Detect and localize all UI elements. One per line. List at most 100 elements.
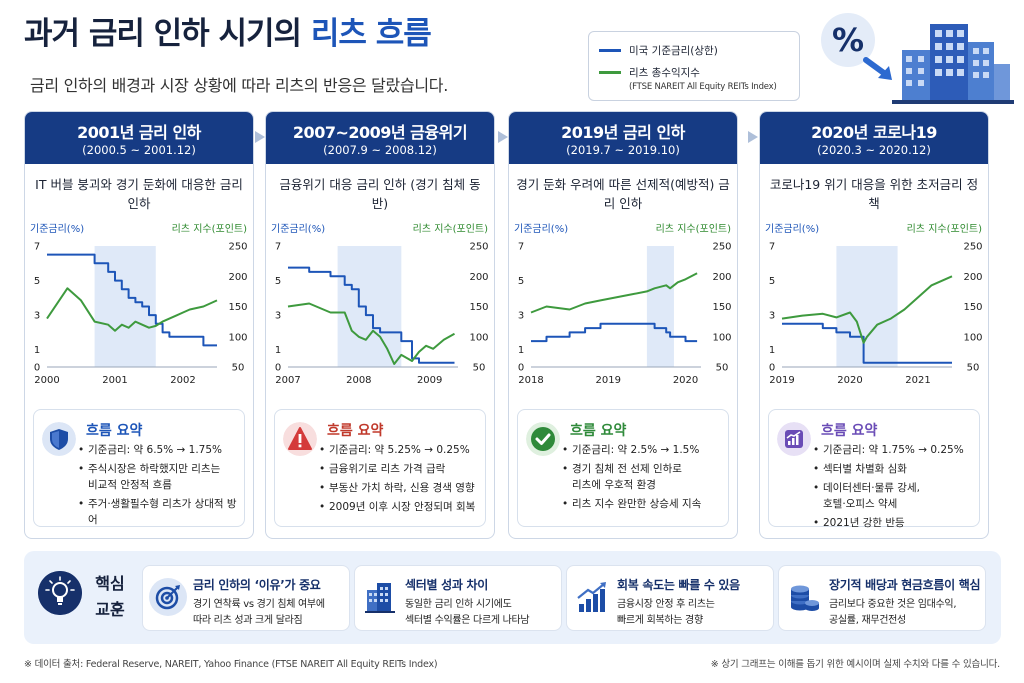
right-axis-label: 리츠 지수(포인트): [906, 224, 982, 235]
rate-series-line: [782, 322, 952, 364]
right-tick-label: 50: [967, 363, 980, 374]
left-tick-label: 3: [34, 311, 40, 322]
x-tick-label: 2002: [170, 375, 195, 386]
left-tick-label: 7: [34, 242, 40, 253]
page-subtitle: 금리 인하의 배경과 시장 상황에 따라 리츠의 반응은 달랐습니다.: [30, 76, 448, 95]
summary-item: 2021년 강한 반등: [813, 515, 975, 531]
lesson-card: 섹터별 성과 차이 동일한 금리 인하 시기에도 섹터별 수익률은 다르게 나타…: [354, 565, 562, 631]
left-tick-label: 7: [518, 242, 524, 253]
right-tick-label: 250: [228, 242, 247, 253]
x-tick-label: 2020: [673, 375, 698, 386]
summary-title: 흐름 요약: [86, 423, 143, 439]
panel-title: 2007~2009년 금융위기: [292, 123, 468, 142]
right-tick-label: 200: [963, 272, 982, 283]
legend-reit-sub: (FTSE NAREIT All Equity REITs Index): [629, 82, 777, 92]
rate-reit-chart: 0 1 3 5 7 50 100 150 200 250 2007 2008 2009: [275, 242, 489, 387]
right-tick-label: 250: [712, 242, 731, 253]
panel-period: (2019.7 ~ 2019.10): [566, 143, 680, 157]
x-tick-label: 2001: [102, 375, 127, 386]
rate-reit-chart: 0 1 3 5 7 50 100 150 200 250 2000 2001 2002: [34, 242, 248, 387]
x-tick-label: 2021: [905, 375, 930, 386]
left-tick-label: 5: [769, 276, 775, 287]
panel-header: 2007~2009년 금융위기 (2007.9 ~ 2008.12): [266, 112, 494, 164]
lessons-label: 핵심 교훈: [95, 574, 125, 619]
summary-list: 기준금리: 약 1.75% → 0.25% 섹터별 차별화 심화데이터센터·물류 …: [813, 442, 975, 534]
disclaimer-note: ※ 상기 그래프는 이해를 돕기 위한 예시이며 실제 수치와 다를 수 있습니…: [710, 659, 1000, 670]
percent-buildings-illustration: %: [821, 13, 1014, 104]
svg-text:%: %: [832, 21, 864, 59]
summary-box: 흐름 요약 기준금리: 약 2.5% → 1.5% 경기 침체 전 선제 인하로 …: [517, 409, 729, 527]
rate-series-line: [47, 253, 217, 347]
rising-bars-icon: [577, 582, 606, 612]
right-tick-label: 200: [228, 272, 247, 283]
x-tick-label: 2009: [417, 375, 442, 386]
summary-item: 2009년 이후 시장 안정되며 회복: [319, 499, 481, 515]
summary-item: 기준금리: 약 1.75% → 0.25%: [813, 442, 975, 458]
panel-title: 2019년 금리 인하: [561, 123, 685, 142]
arrow-right-icon: [498, 131, 508, 143]
lesson-title: 섹터별 성과 차이: [405, 578, 488, 592]
lessons-heading: 핵심 교훈: [32, 567, 142, 627]
reit-series-line: [530, 272, 698, 314]
right-tick-label: 50: [473, 363, 486, 374]
lesson-title: 장기적 배당과 현금흐름이 핵심: [829, 578, 981, 592]
panel-2020: 2020년 코로나19 (2020.3 ~ 2020.12) 코로나19 위기 …: [759, 111, 989, 539]
right-tick-label: 50: [716, 363, 729, 374]
panel-period: (2007.9 ~ 2008.12): [323, 143, 437, 157]
panel-period: (2000.5 ~ 2001.12): [82, 143, 196, 157]
shield-icon: [42, 422, 76, 456]
left-tick-label: 3: [518, 311, 524, 322]
panel-2001: 2001년 금리 인하 (2000.5 ~ 2001.12) IT 버블 붕괴와…: [24, 111, 254, 539]
lesson-desc: 경기 연착륙 vs 경기 침체 여부에 따라 리츠 성과 크게 달라짐: [193, 599, 325, 626]
lesson-desc: 금융시장 안정 후 리츠는 빠르게 회복하는 경향: [617, 599, 715, 626]
summary-item: 리츠 지수 완만한 상승세 지속: [562, 496, 724, 512]
left-tick-label: 0: [34, 363, 40, 374]
page-title: 과거 금리 인하 시기의 리츠 흐름: [24, 8, 432, 53]
panel-2019: 2019년 금리 인하 (2019.7 ~ 2019.10) 경기 둔화 우려에…: [508, 111, 738, 539]
lesson-desc: 금리보다 중요한 것은 임대수익, 공실률, 재무건전성: [829, 599, 957, 626]
arrow-right-icon: [255, 131, 265, 143]
coins-icon: [791, 585, 819, 611]
summary-item: 주거·생활필수형 리츠가 상대적 방어: [78, 496, 240, 528]
panel-description: IT 버블 붕괴와 경기 둔화에 대응한 금리 인하: [35, 177, 243, 211]
left-tick-label: 5: [518, 276, 524, 287]
summary-item: 금융위기로 리츠 가격 급락: [319, 461, 481, 477]
x-tick-label: 2019: [596, 375, 621, 386]
key-lessons: 핵심 교훈 금리 인하의 ‘이유’가 중요 경기 연착륙 vs 경기 침체 여부…: [24, 551, 1001, 644]
left-axis-label: 기준금리(%): [30, 224, 85, 235]
rate-cut-period-shade: [836, 246, 898, 367]
panel-description: 코로나19 위기 대응을 위한 초저금리 정책: [769, 177, 979, 211]
panel-header: 2019년 금리 인하 (2019.7 ~ 2019.10): [509, 112, 737, 164]
lesson-title: 회복 속도는 빠를 수 있음: [617, 578, 740, 592]
warning-icon: [283, 422, 317, 456]
summary-item: 기준금리: 약 6.5% → 1.75%: [78, 442, 240, 458]
right-axis-label: 리츠 지수(포인트): [171, 224, 247, 235]
right-tick-label: 100: [963, 332, 982, 343]
legend-rate-swatch: [599, 49, 621, 52]
rate-cut-period-shade: [646, 246, 674, 367]
left-tick-label: 1: [518, 345, 524, 356]
panel-period: (2020.3 ~ 2020.12): [817, 143, 931, 157]
legend-reit-label: 리츠 총수익지수: [629, 67, 700, 79]
reit-series-line: [781, 275, 953, 344]
title-main: 과거 금리 인하 시기의: [24, 16, 311, 52]
right-tick-label: 200: [469, 272, 488, 283]
summary-item: 부동산 가치 하락, 신용 경색 영향: [319, 480, 481, 496]
x-tick-label: 2000: [34, 375, 59, 386]
left-axis-label: 기준금리(%): [514, 224, 569, 235]
lesson-title: 금리 인하의 ‘이유’가 중요: [193, 578, 321, 592]
right-tick-label: 250: [963, 242, 982, 253]
left-tick-label: 0: [275, 363, 281, 374]
legend-reit: 리츠 총수익지수: [599, 65, 700, 80]
legend-rate: 미국 기준금리(상한): [599, 43, 718, 58]
summary-box: 흐름 요약 기준금리: 약 6.5% → 1.75% 주식시장은 하락했지만 리츠…: [33, 409, 245, 527]
check-icon: [526, 422, 560, 456]
panel-header: 2001년 금리 인하 (2000.5 ~ 2001.12): [25, 112, 253, 164]
right-axis-label: 리츠 지수(포인트): [412, 224, 488, 235]
summary-item: 기준금리: 약 5.25% → 0.25%: [319, 442, 481, 458]
lesson-card: 회복 속도는 빠를 수 있음 금융시장 안정 후 리츠는 빠르게 회복하는 경향: [566, 565, 774, 631]
x-tick-label: 2020: [837, 375, 862, 386]
summary-list: 기준금리: 약 5.25% → 0.25% 금융위기로 리츠 가격 급락부동산 가…: [319, 442, 481, 518]
panel-title: 2020년 코로나19: [811, 123, 937, 142]
summary-item: 섹터별 차별화 심화: [813, 461, 975, 477]
